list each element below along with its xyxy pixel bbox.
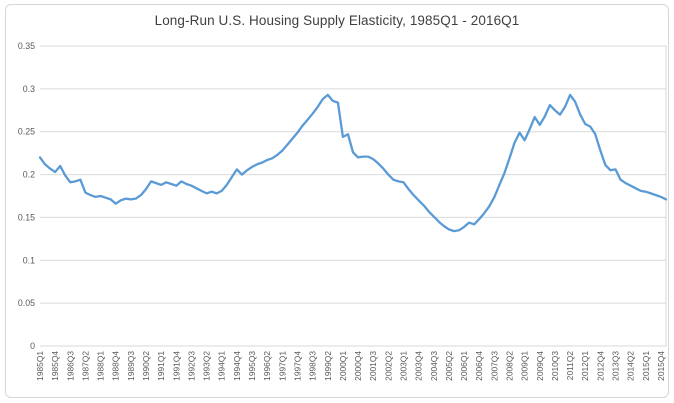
- x-axis-tick-label: 2006Q1: [459, 351, 469, 381]
- x-axis-tick-label: 2000Q4: [353, 351, 363, 381]
- x-axis-tick-label: 2013Q3: [611, 351, 621, 381]
- x-axis-tick-label: 2012Q1: [580, 351, 590, 381]
- chart-area-border: [5, 4, 669, 398]
- x-axis-tick-label: 1994Q4: [232, 351, 242, 381]
- y-axis-tick-label: 0.15: [18, 212, 35, 222]
- x-axis-tick-label: 1997Q1: [277, 351, 287, 381]
- x-axis-tick-label: 1999Q2: [323, 351, 333, 381]
- x-axis-tick-label: 1991Q4: [171, 351, 181, 381]
- elasticity-series-line: [38, 93, 668, 233]
- x-axis-tick-label: 1985Q4: [50, 351, 60, 381]
- x-axis-tick-label: 2002Q2: [383, 351, 393, 381]
- y-axis-tick-label: 0.2: [23, 170, 35, 180]
- x-axis-tick-label: 1998Q3: [308, 351, 318, 381]
- y-axis-tick-label: 0.35: [18, 41, 35, 51]
- y-axis-tick-label: 0.1: [23, 255, 35, 265]
- x-axis-tick-label: 2015Q4: [656, 351, 666, 381]
- x-axis-tick-label: 2009Q4: [535, 351, 545, 381]
- x-axis-tick-label: 2010Q3: [550, 351, 560, 381]
- x-axis-tick-label: 1994Q1: [217, 351, 227, 381]
- x-axis-tick-label: 2001Q3: [368, 351, 378, 381]
- x-axis-tick-label: 2006Q4: [474, 351, 484, 381]
- x-axis-tick-label: 1992Q3: [186, 351, 196, 381]
- x-axis-tick-label: 2007Q3: [489, 351, 499, 381]
- x-axis-tick-label: 1991Q1: [156, 351, 166, 381]
- chart-title: Long-Run U.S. Housing Supply Elasticity,…: [154, 13, 520, 28]
- x-axis-tick-label: 2009Q1: [520, 351, 530, 381]
- x-axis-tick-label: 1990Q2: [141, 351, 151, 381]
- x-axis-tick-label: 1986Q3: [65, 351, 75, 381]
- x-axis-tick-label: 1996Q2: [262, 351, 272, 381]
- x-axis-tick-label: 2008Q2: [505, 351, 515, 381]
- x-axis-tick-label: 1988Q4: [111, 351, 121, 381]
- x-axis-tick-label: 2014Q2: [626, 351, 636, 381]
- x-axis-tick-label: 1993Q2: [202, 351, 212, 381]
- x-axis-tick-label: 2003Q4: [414, 351, 424, 381]
- x-axis-tick-label: 1997Q4: [292, 351, 302, 381]
- y-axis-tick-label: 0.05: [18, 298, 35, 308]
- x-axis-tick-label: 2012Q4: [595, 351, 605, 381]
- x-axis-tick-label: 1995Q3: [247, 351, 257, 381]
- y-axis-tick-label: 0: [30, 341, 35, 351]
- x-axis-tick-label: 2011Q2: [565, 351, 575, 381]
- y-axis-tick-label: 0.3: [23, 84, 35, 94]
- x-axis-tick-label: 2000Q1: [338, 351, 348, 381]
- y-axis-tick-label: 0.25: [18, 127, 35, 137]
- x-axis-tick-label: 1985Q1: [35, 351, 45, 381]
- x-axis-tick-label: 2003Q1: [398, 351, 408, 381]
- x-axis-tick-label: 2005Q2: [444, 351, 454, 381]
- x-axis-tick-label: 2004Q3: [429, 351, 439, 381]
- x-axis-tick-label: 1987Q2: [80, 351, 90, 381]
- x-axis-tick-label: 1988Q1: [96, 351, 106, 381]
- x-axis-tick-label: 2015Q1: [641, 351, 651, 381]
- x-axis-tick-label: 1989Q3: [126, 351, 136, 381]
